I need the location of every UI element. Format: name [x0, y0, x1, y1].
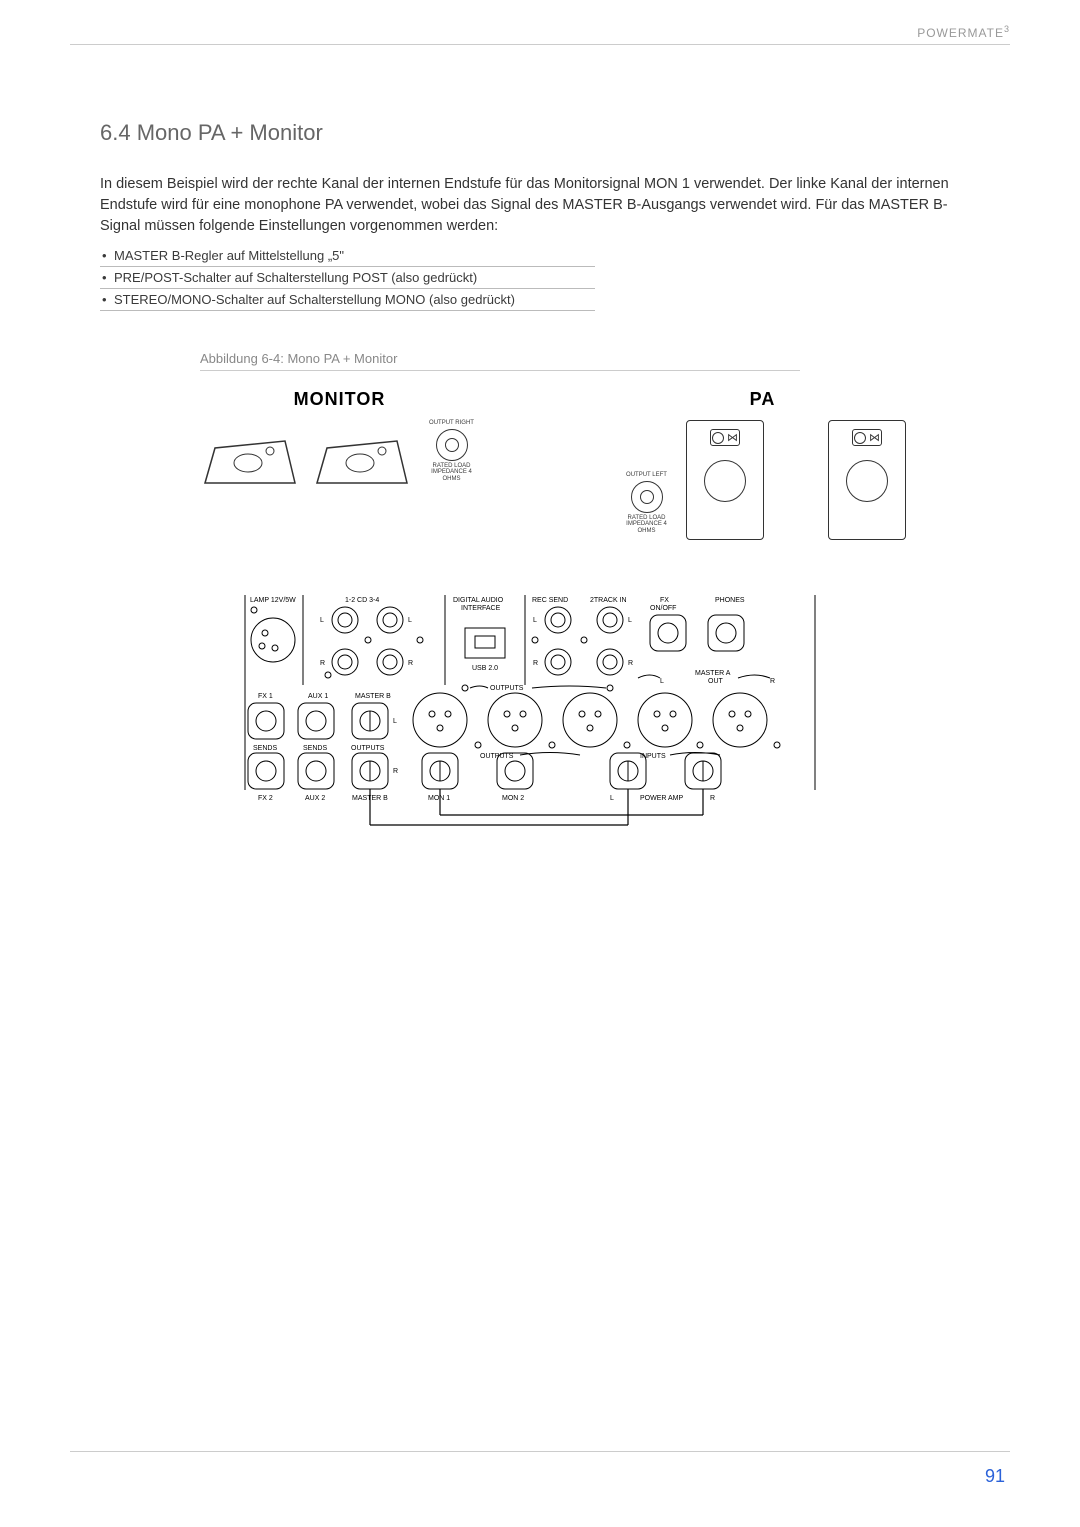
svg-text:REC SEND: REC SEND	[532, 597, 568, 604]
speaker-diagram: MONITOR OUTPUT RIGHT RATED LOAD IMPEDANC…	[200, 389, 980, 540]
svg-text:MASTER B: MASTER B	[355, 693, 391, 700]
svg-text:R: R	[628, 660, 633, 667]
figure-caption: Abbildung 6-4: Mono PA + Monitor	[200, 351, 800, 371]
pa-group: PA OUTPUT LEFT RATED LOAD IMPEDANCE 4 OH…	[619, 389, 906, 540]
wedge-monitor-icon	[312, 433, 412, 488]
list-item: STEREO/MONO-Schalter auf Schalterstellun…	[100, 289, 595, 311]
section-intro: In diesem Beispiel wird der rechte Kanal…	[100, 174, 980, 237]
jack-label: OUTPUT LEFT	[626, 472, 667, 479]
lamp-label: LAMP 12V/5W	[250, 597, 296, 604]
svg-text:PHONES: PHONES	[715, 597, 745, 604]
svg-text:DIGITAL AUDIO: DIGITAL AUDIO	[453, 597, 504, 604]
svg-text:OUTPUTS: OUTPUTS	[490, 685, 524, 692]
rule-top	[70, 44, 1010, 45]
svg-text:MON 1: MON 1	[428, 795, 450, 802]
section-title: 6.4 Mono PA + Monitor	[100, 120, 980, 146]
output-right-jack: OUTPUT RIGHT RATED LOAD IMPEDANCE 4 OHMS	[424, 420, 479, 488]
svg-text:MON 2: MON 2	[502, 795, 524, 802]
header-brand: POWERMATE3	[917, 24, 1010, 40]
rear-panel-diagram: LAMP 12V/5W 1-2 CD 3-4 DIGITAL AUDIO INT…	[240, 590, 820, 835]
svg-text:INTERFACE: INTERFACE	[461, 605, 501, 612]
list-item: PRE/POST-Schalter auf Schalterstellung P…	[100, 267, 595, 289]
svg-text:USB 2.0: USB 2.0	[472, 665, 498, 672]
svg-text:FX 2: FX 2	[258, 795, 273, 802]
pa-label: PA	[619, 389, 906, 410]
svg-text:FX 1: FX 1	[258, 693, 273, 700]
svg-text:INPUTS: INPUTS	[640, 753, 666, 760]
svg-text:R: R	[533, 660, 538, 667]
page-content: 6.4 Mono PA + Monitor In diesem Beispiel…	[100, 120, 980, 835]
brand-text: POWERMATE	[917, 26, 1004, 40]
pa-cabinet-icon	[686, 420, 764, 540]
settings-list: MASTER B-Regler auf Mittelstellung „5" P…	[100, 245, 595, 311]
svg-text:SENDS: SENDS	[303, 745, 327, 752]
rule-bottom	[70, 1451, 1010, 1452]
rated-label: RATED LOAD IMPEDANCE 4 OHMS	[619, 515, 674, 535]
wedge-monitor-icon	[200, 433, 300, 488]
svg-text:L: L	[393, 718, 397, 725]
svg-text:MASTER A: MASTER A	[695, 670, 731, 677]
svg-text:FX: FX	[660, 597, 669, 604]
pa-cabinet-icon	[828, 420, 906, 540]
svg-text:R: R	[393, 768, 398, 775]
svg-text:R: R	[710, 795, 715, 802]
brand-sup: 3	[1004, 24, 1010, 34]
svg-text:ON/OFF: ON/OFF	[650, 605, 676, 612]
svg-text:L: L	[408, 617, 412, 624]
monitor-label: MONITOR	[200, 389, 479, 410]
svg-text:L: L	[320, 617, 324, 624]
list-item: MASTER B-Regler auf Mittelstellung „5"	[100, 245, 595, 267]
svg-text:1-2 CD 3-4: 1-2 CD 3-4	[345, 597, 379, 604]
page-number: 91	[985, 1466, 1005, 1487]
svg-text:L: L	[660, 678, 664, 685]
svg-text:R: R	[320, 660, 325, 667]
svg-text:SENDS: SENDS	[253, 745, 277, 752]
svg-text:2TRACK IN: 2TRACK IN	[590, 597, 627, 604]
output-left-jack: OUTPUT LEFT RATED LOAD IMPEDANCE 4 OHMS	[619, 472, 674, 540]
jack-label: OUTPUT RIGHT	[429, 420, 474, 427]
svg-text:OUT: OUT	[708, 678, 724, 685]
svg-text:L: L	[610, 795, 614, 802]
svg-text:OUTPUTS: OUTPUTS	[351, 745, 385, 752]
monitor-group: MONITOR OUTPUT RIGHT RATED LOAD IMPEDANC…	[200, 389, 479, 540]
rated-label: RATED LOAD IMPEDANCE 4 OHMS	[424, 463, 479, 483]
svg-text:L: L	[533, 617, 537, 624]
svg-text:L: L	[628, 617, 632, 624]
svg-text:POWER AMP: POWER AMP	[640, 795, 684, 802]
svg-text:AUX 1: AUX 1	[308, 693, 328, 700]
svg-text:AUX 2: AUX 2	[305, 795, 325, 802]
svg-text:R: R	[770, 678, 775, 685]
svg-text:R: R	[408, 660, 413, 667]
